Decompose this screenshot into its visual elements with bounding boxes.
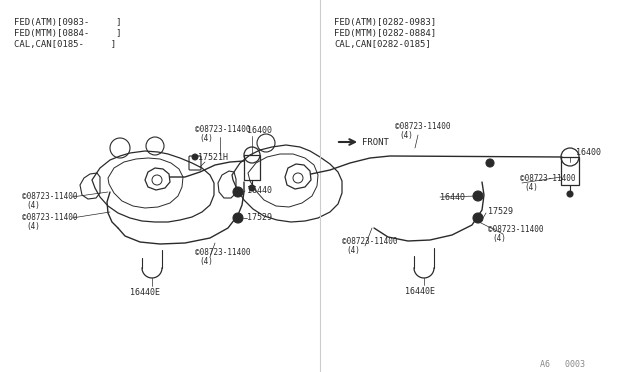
Text: (4): (4) (26, 201, 40, 210)
Text: (4): (4) (199, 257, 213, 266)
Text: FED(MTM)[0282-0884]: FED(MTM)[0282-0884] (334, 29, 436, 38)
Text: (4): (4) (26, 222, 40, 231)
Text: 17529: 17529 (247, 213, 272, 222)
Text: 16440: 16440 (440, 193, 465, 202)
Text: ©08723-11400: ©08723-11400 (395, 122, 451, 131)
Text: (4): (4) (399, 131, 413, 140)
Text: 16400: 16400 (576, 148, 601, 157)
Text: FRONT: FRONT (362, 138, 389, 147)
Circle shape (249, 185, 255, 191)
Text: ©08723-11400: ©08723-11400 (22, 192, 77, 201)
Text: (4): (4) (524, 183, 538, 192)
Text: ©08723-11400: ©08723-11400 (22, 213, 77, 222)
Text: FED(ATM)[0282-0983]: FED(ATM)[0282-0983] (334, 18, 436, 27)
Text: CAL,CAN[0185-     ]: CAL,CAN[0185- ] (14, 40, 116, 49)
Text: FED(ATM)[0983-     ]: FED(ATM)[0983- ] (14, 18, 122, 27)
Circle shape (192, 154, 198, 160)
Circle shape (473, 191, 483, 201)
Circle shape (567, 191, 573, 197)
Text: CAL,CAN[0282-0185]: CAL,CAN[0282-0185] (334, 40, 431, 49)
Text: ©08723-11400: ©08723-11400 (520, 174, 575, 183)
Text: ©08723-11400: ©08723-11400 (488, 225, 543, 234)
Text: (4): (4) (199, 134, 213, 143)
Circle shape (233, 187, 243, 197)
Text: 16440E: 16440E (130, 288, 160, 297)
Text: 16440E: 16440E (405, 287, 435, 296)
Text: FED(MTM)[0884-     ]: FED(MTM)[0884- ] (14, 29, 122, 38)
Text: (4): (4) (492, 234, 506, 243)
Text: 16400: 16400 (247, 126, 272, 135)
Text: ©08723-11400: ©08723-11400 (195, 125, 250, 134)
Circle shape (233, 213, 243, 223)
Text: A6   0003: A6 0003 (540, 360, 585, 369)
Text: 17529: 17529 (488, 207, 513, 216)
Text: 16440: 16440 (247, 186, 272, 195)
Text: ©08723-11400: ©08723-11400 (342, 237, 397, 246)
Circle shape (486, 159, 494, 167)
Text: 17521H: 17521H (198, 153, 228, 162)
Text: (4): (4) (346, 246, 360, 255)
Text: ©08723-11400: ©08723-11400 (195, 248, 250, 257)
Circle shape (473, 213, 483, 223)
